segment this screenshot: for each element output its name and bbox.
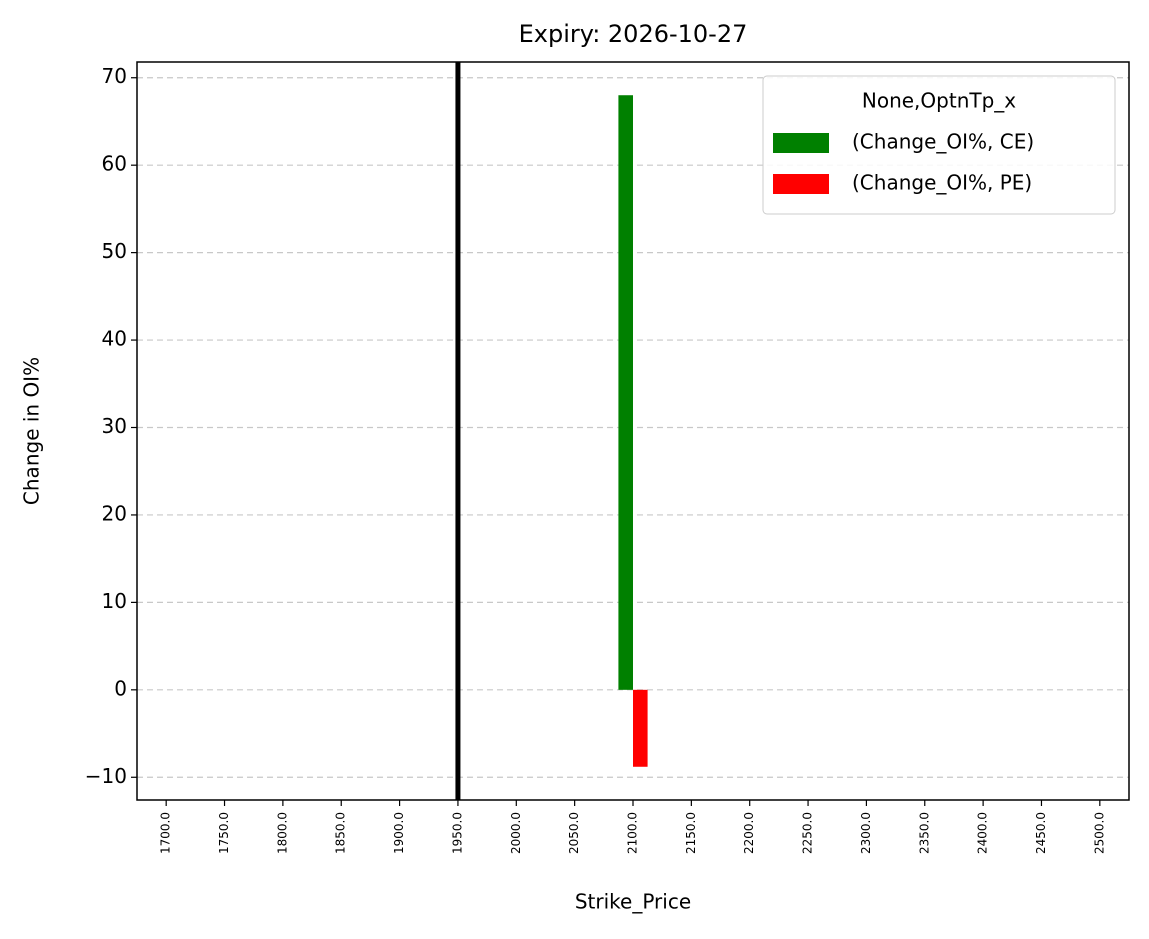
plot-frame — [136, 61, 1130, 801]
x-tick-label: 1750.0 — [217, 812, 231, 854]
x-axis-label: Strike_Price — [575, 890, 691, 914]
legend-label: (Change_OI%, PE) — [852, 171, 1032, 195]
x-tick-label: 2000.0 — [509, 812, 523, 854]
x-tick-label: 1850.0 — [334, 812, 348, 854]
x-tick-label: 1900.0 — [392, 812, 406, 854]
x-tick-label: 1700.0 — [159, 812, 173, 854]
y-tick-label: 70 — [102, 64, 127, 88]
x-tick-label: 2150.0 — [684, 812, 698, 854]
x-tick-label: 2200.0 — [742, 812, 756, 854]
y-axis-label: Change in OI% — [20, 357, 44, 505]
y-tick-label: 30 — [102, 414, 127, 438]
y-tick-label: 40 — [102, 327, 127, 351]
x-tick-label: 2350.0 — [917, 812, 931, 854]
y-tick-label: 60 — [102, 152, 127, 176]
y-tick-label: 10 — [102, 589, 127, 613]
x-tick-label: 2400.0 — [976, 812, 990, 854]
x-tick-label: 2050.0 — [567, 812, 581, 854]
legend-swatch — [773, 174, 829, 194]
x-tick-label: 2250.0 — [801, 812, 815, 854]
legend: None,OptnTp_x (Change_OI%, CE) (Change_OI%… — [762, 75, 1116, 215]
y-tick-label: 0 — [114, 676, 127, 700]
y-tick-label: −10 — [85, 764, 127, 788]
legend-swatch — [773, 133, 829, 153]
x-tick-label: 2450.0 — [1034, 812, 1048, 854]
x-tick-label: 1800.0 — [275, 812, 289, 854]
x-tick-label: 2500.0 — [1092, 812, 1106, 854]
legend-title: None,OptnTp_x — [862, 89, 1016, 113]
legend-label: (Change_OI%, CE) — [852, 130, 1034, 154]
legend-box — [762, 75, 1116, 215]
x-tick-label: 1950.0 — [450, 812, 464, 854]
y-tick-label: 50 — [102, 239, 127, 263]
bar — [618, 95, 633, 690]
x-tick-label: 2100.0 — [626, 812, 640, 854]
x-tick-label: 2300.0 — [859, 812, 873, 854]
y-tick-label: 20 — [102, 501, 127, 525]
bar — [633, 689, 648, 767]
chart-title: Expiry: 2026-10-27 — [519, 20, 748, 48]
